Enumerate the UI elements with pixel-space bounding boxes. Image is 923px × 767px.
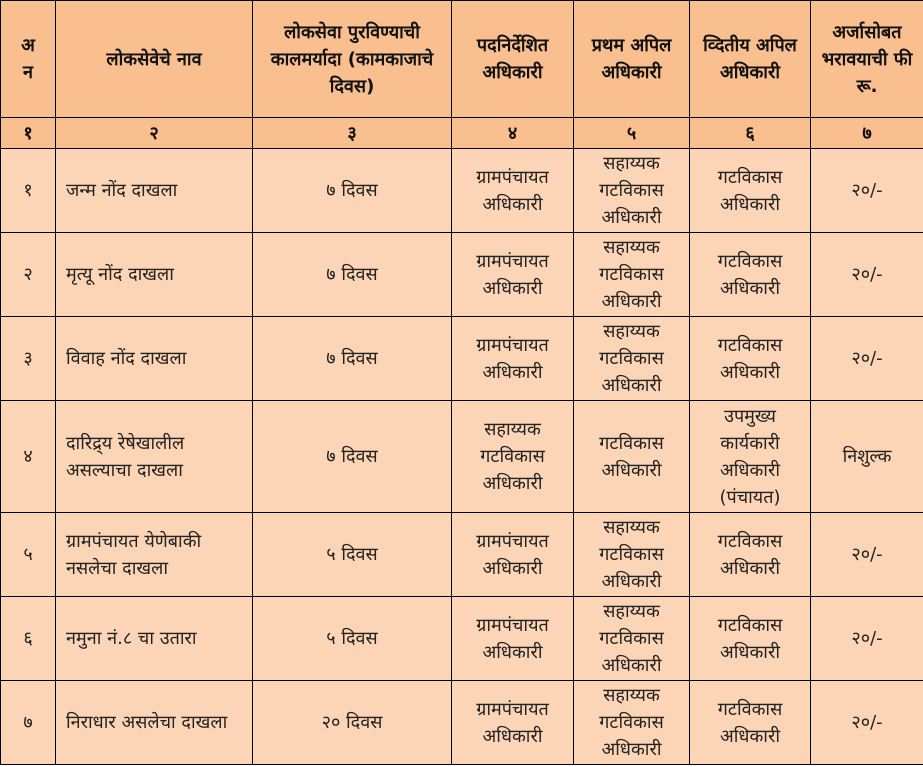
second-appeal-cell: गटविकास अधिकारी (689, 596, 811, 681)
time-limit-cell: ७ दिवस (252, 400, 452, 513)
fee-cell: २०/- (810, 512, 923, 597)
service-name-cell: ग्रामपंचायत येणेबाकी नसलेचा दाखला (55, 512, 253, 597)
designated-officer-cell: ग्रामपंचायत अधिकारी (451, 316, 574, 401)
table-row: ३ विवाह नोंद दाखला ७ दिवस ग्रामपंचायत अधिका… (0, 316, 923, 401)
second-appeal-cell: गटविकास अधिकारी (689, 316, 811, 401)
serial-cell: ३ (0, 316, 56, 401)
first-appeal-cell: सहाय्यक गटविकास अधिकारी (573, 316, 690, 401)
fee-cell: २०/- (810, 232, 923, 317)
header-second-appeal: व्दितीय अपिल अधिकारी (689, 0, 811, 118)
serial-cell: १ (0, 148, 56, 233)
serial-cell: ५ (0, 512, 56, 597)
table-row: ४ दारिद्र्य रेषेखालील असल्याचा दाखला ७ दिव… (0, 400, 923, 513)
serial-cell: ७ (0, 680, 56, 765)
time-limit-cell: ५ दिवस (252, 596, 452, 681)
serial-cell: ६ (0, 596, 56, 681)
service-name-cell: दारिद्र्य रेषेखालील असल्याचा दाखला (55, 400, 253, 513)
first-appeal-cell: सहाय्यक गटविकास अधिकारी (573, 596, 690, 681)
first-appeal-cell: सहाय्यक गटविकास अधिकारी (573, 512, 690, 597)
column-number: ६ (689, 117, 811, 149)
fee-cell: २०/- (810, 680, 923, 765)
designated-officer-cell: सहाय्यक गटविकास अधिकारी (451, 400, 574, 513)
table-row: १ जन्म नोंद दाखला ७ दिवस ग्रामपंचायत अधिकार… (0, 148, 923, 233)
time-limit-cell: २० दिवस (252, 680, 452, 765)
first-appeal-cell: सहाय्यक गटविकास अधिकारी (573, 148, 690, 233)
fee-cell: २०/- (810, 316, 923, 401)
time-limit-cell: ७ दिवस (252, 232, 452, 317)
header-first-appeal: प्रथम अपिल अधिकारी (573, 0, 690, 118)
service-name-cell: विवाह नोंद दाखला (55, 316, 253, 401)
header-time-limit: लोकसेवा पुरविण्याची कालमर्यादा (कामकाजाच… (252, 0, 452, 118)
second-appeal-cell: गटविकास अधिकारी (689, 232, 811, 317)
column-number: १ (0, 117, 56, 149)
fee-cell: २०/- (810, 596, 923, 681)
serial-cell: २ (0, 232, 56, 317)
service-name-cell: नमुना नं.८ चा उतारा (55, 596, 253, 681)
table-row: ७ निराधार असलेचा दाखला २० दिवस ग्रामपंचायत … (0, 680, 923, 765)
designated-officer-cell: ग्रामपंचायत अधिकारी (451, 596, 574, 681)
header-serial: अ न (0, 0, 56, 118)
designated-officer-cell: ग्रामपंचायत अधिकारी (451, 148, 574, 233)
table-row: ६ नमुना नं.८ चा उतारा ५ दिवस ग्रामपंचायत अध… (0, 596, 923, 681)
column-number-row: १ २ ३ ४ ५ ६ ७ (0, 117, 923, 149)
column-number: ५ (573, 117, 690, 149)
fee-cell: २०/- (810, 148, 923, 233)
fee-cell: निशुल्क (810, 400, 923, 513)
service-name-cell: मृत्यू नोंद दाखला (55, 232, 253, 317)
column-number: २ (55, 117, 253, 149)
time-limit-cell: ७ दिवस (252, 148, 452, 233)
header-service-name: लोकसेवेचे नाव (55, 0, 253, 118)
header-row: अ न लोकसेवेचे नाव लोकसेवा पुरविण्याची का… (0, 0, 923, 118)
table-row: २ मृत्यू नोंद दाखला ७ दिवस ग्रामपंचायत अधिक… (0, 232, 923, 317)
column-number: ७ (810, 117, 923, 149)
second-appeal-cell: गटविकास अधिकारी (689, 148, 811, 233)
designated-officer-cell: ग्रामपंचायत अधिकारी (451, 232, 574, 317)
header-designated-officer: पदनिर्देशित अधिकारी (451, 0, 574, 118)
second-appeal-cell: गटविकास अधिकारी (689, 680, 811, 765)
second-appeal-cell: गटविकास अधिकारी (689, 512, 811, 597)
first-appeal-cell: सहाय्यक गटविकास अधिकारी (573, 680, 690, 765)
service-name-cell: निराधार असलेचा दाखला (55, 680, 253, 765)
designated-officer-cell: ग्रामपंचायत अधिकारी (451, 680, 574, 765)
service-name-cell: जन्म नोंद दाखला (55, 148, 253, 233)
table-row: ५ ग्रामपंचायत येणेबाकी नसलेचा दाखला ५ दिवस… (0, 512, 923, 597)
time-limit-cell: ५ दिवस (252, 512, 452, 597)
serial-cell: ४ (0, 400, 56, 513)
column-number: ३ (252, 117, 452, 149)
time-limit-cell: ७ दिवस (252, 316, 452, 401)
header-fee: अर्जासोबत भरावयाची फी रू. (810, 0, 923, 118)
first-appeal-cell: सहाय्यक गटविकास अधिकारी (573, 232, 690, 317)
column-number: ४ (451, 117, 574, 149)
first-appeal-cell: गटविकास अधिकारी (573, 400, 690, 513)
second-appeal-cell: उपमुख्य कार्यकारी अधिकारी (पंचायत) (689, 400, 811, 513)
designated-officer-cell: ग्रामपंचायत अधिकारी (451, 512, 574, 597)
